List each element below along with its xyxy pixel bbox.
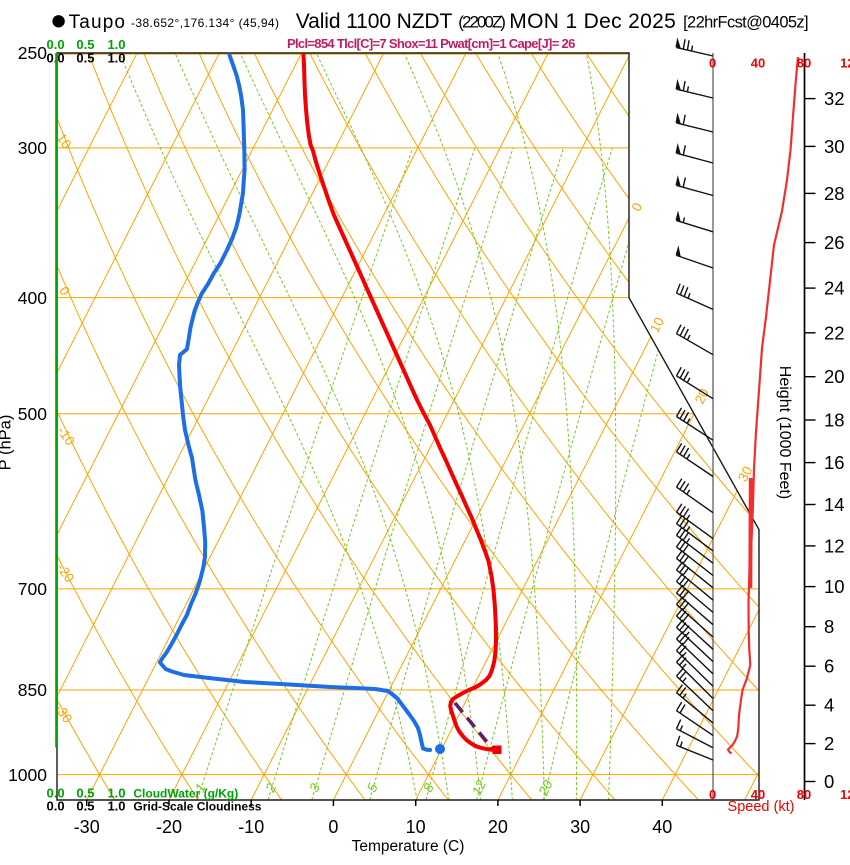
svg-text:32: 32 xyxy=(824,88,845,109)
svg-text:1.0: 1.0 xyxy=(107,51,125,66)
svg-text:1.0: 1.0 xyxy=(107,786,125,801)
svg-text:0.5: 0.5 xyxy=(76,51,94,66)
svg-text:0.0: 0.0 xyxy=(47,799,65,814)
svg-text:120: 120 xyxy=(840,56,850,71)
svg-text:Grid-Scale Cloudiness: Grid-Scale Cloudiness xyxy=(133,800,261,814)
svg-text:40: 40 xyxy=(751,56,765,71)
svg-text:120: 120 xyxy=(840,787,850,802)
svg-text:1.0: 1.0 xyxy=(107,799,125,814)
svg-text:30: 30 xyxy=(570,817,590,837)
svg-text:Speed (kt): Speed (kt) xyxy=(728,799,795,815)
svg-text:0.0: 0.0 xyxy=(47,786,65,801)
svg-text:26: 26 xyxy=(824,232,845,253)
svg-text:4: 4 xyxy=(824,695,834,716)
svg-text:-30: -30 xyxy=(74,817,100,837)
svg-text:0: 0 xyxy=(709,787,716,802)
svg-text:0: 0 xyxy=(824,771,834,792)
svg-text:500: 500 xyxy=(18,404,47,424)
svg-text:-10: -10 xyxy=(238,817,264,837)
svg-text:P (hPa): P (hPa) xyxy=(0,415,15,471)
svg-text:80: 80 xyxy=(797,787,811,802)
svg-text:12: 12 xyxy=(469,777,489,798)
svg-text:10: 10 xyxy=(406,817,426,837)
svg-text:40: 40 xyxy=(652,817,672,837)
svg-text:20: 20 xyxy=(535,777,556,798)
svg-text:0.5: 0.5 xyxy=(76,786,94,801)
svg-text:18: 18 xyxy=(824,410,845,431)
svg-text:12: 12 xyxy=(824,535,845,556)
svg-text:2: 2 xyxy=(824,733,834,754)
svg-text:[22hrFcst@0405z]: [22hrFcst@0405z] xyxy=(683,14,809,32)
svg-text:Plcl=854 Tlcl[C]=7 Shox=11 Pwa: Plcl=854 Tlcl[C]=7 Shox=11 Pwat[cm]=1 Ca… xyxy=(287,36,575,51)
svg-text:24: 24 xyxy=(824,278,845,299)
svg-text:0: 0 xyxy=(328,817,338,837)
svg-text:(2200Z): (2200Z) xyxy=(458,13,506,32)
svg-text:20: 20 xyxy=(488,817,508,837)
svg-text:20: 20 xyxy=(692,386,712,406)
svg-text:Valid 1100 NZDT: Valid 1100 NZDT xyxy=(296,10,453,33)
svg-text:250: 250 xyxy=(18,43,47,63)
svg-text:CloudWater (g/Kg): CloudWater (g/Kg) xyxy=(133,787,238,801)
svg-text:30: 30 xyxy=(824,136,845,157)
svg-text:0: 0 xyxy=(709,56,716,71)
svg-text:0.0: 0.0 xyxy=(47,37,65,52)
svg-text:14: 14 xyxy=(824,494,845,515)
svg-text:6: 6 xyxy=(824,656,834,677)
svg-text:Taupo: Taupo xyxy=(69,12,125,33)
svg-text:20: 20 xyxy=(824,366,845,387)
svg-text:400: 400 xyxy=(18,288,47,308)
svg-text:300: 300 xyxy=(18,138,47,158)
svg-text:1000: 1000 xyxy=(8,765,47,785)
svg-text:850: 850 xyxy=(18,680,47,700)
svg-text:22: 22 xyxy=(824,322,845,343)
svg-text:0.5: 0.5 xyxy=(76,799,94,814)
svg-text:10: 10 xyxy=(647,315,667,335)
svg-text:-20: -20 xyxy=(156,817,182,837)
svg-text:700: 700 xyxy=(18,579,47,599)
svg-text:0.5: 0.5 xyxy=(76,37,94,52)
svg-text:28: 28 xyxy=(824,183,845,204)
svg-text:8: 8 xyxy=(824,616,834,637)
svg-text:10: 10 xyxy=(824,576,845,597)
svg-text:MON 1 Dec 2025: MON 1 Dec 2025 xyxy=(509,10,676,33)
svg-text:Temperature (C): Temperature (C) xyxy=(352,838,465,855)
svg-text:10: 10 xyxy=(54,131,75,152)
svg-text:-38.652°,176.134° (45,94): -38.652°,176.134° (45,94) xyxy=(131,16,279,30)
svg-text:80: 80 xyxy=(797,56,811,71)
svg-text:16: 16 xyxy=(824,452,845,473)
svg-text:1.0: 1.0 xyxy=(107,37,125,52)
svg-text:Height (1000 Feet): Height (1000 Feet) xyxy=(776,366,793,499)
svg-text:40: 40 xyxy=(751,787,765,802)
